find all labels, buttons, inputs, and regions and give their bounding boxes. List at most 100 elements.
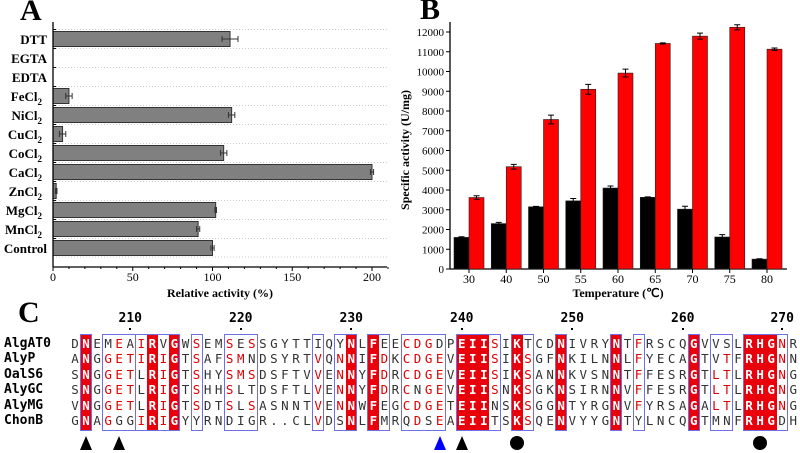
residue: N bbox=[612, 397, 621, 413]
residue: E bbox=[325, 366, 333, 382]
residue: G bbox=[601, 397, 610, 413]
residue: S bbox=[192, 382, 201, 398]
residue: A bbox=[701, 397, 709, 413]
category-label: ZnCl2 bbox=[9, 184, 43, 202]
y-tick-label: 3000 bbox=[422, 205, 445, 217]
residue: N bbox=[601, 351, 610, 367]
residue: G bbox=[767, 366, 775, 382]
residue: G bbox=[270, 336, 278, 351]
similarity-box bbox=[455, 334, 501, 431]
residue: C bbox=[402, 351, 411, 367]
residue: D bbox=[259, 382, 267, 398]
residue: T bbox=[126, 366, 135, 382]
error-bar bbox=[219, 150, 228, 156]
x-tick-label: 75 bbox=[724, 272, 736, 286]
residue: V bbox=[446, 382, 455, 398]
residue: L bbox=[734, 336, 742, 351]
residue: N bbox=[557, 397, 565, 413]
conserved-column-bg bbox=[345, 335, 357, 430]
residue: S bbox=[248, 366, 256, 382]
residue: L bbox=[623, 351, 632, 367]
residue: A bbox=[259, 397, 267, 413]
residue: L bbox=[734, 366, 742, 382]
residue: Q bbox=[535, 413, 543, 428]
residue: C bbox=[402, 336, 411, 351]
residue: I bbox=[568, 336, 577, 351]
bar-Control bbox=[52, 240, 213, 256]
residue: D bbox=[259, 366, 267, 382]
residue: R bbox=[148, 382, 157, 398]
residue: N bbox=[347, 351, 356, 367]
similarity-box bbox=[743, 334, 789, 431]
residue: T bbox=[723, 351, 731, 367]
y-tick-label: 5000 bbox=[422, 165, 445, 177]
residue: K bbox=[513, 366, 521, 382]
residue: I bbox=[358, 351, 367, 367]
residue: N bbox=[336, 397, 344, 413]
similarity-box bbox=[632, 334, 645, 431]
residue: G bbox=[535, 351, 543, 367]
x-axis-title: Relative activity (%) bbox=[167, 286, 273, 300]
residue: G bbox=[690, 336, 698, 351]
residue: I bbox=[502, 351, 510, 367]
residue: Y bbox=[281, 351, 289, 367]
residue: E bbox=[435, 351, 444, 367]
position-number: 240 bbox=[450, 311, 474, 326]
residue: L bbox=[303, 413, 311, 428]
residue: K bbox=[513, 382, 521, 398]
category-label: CuCl2 bbox=[8, 127, 43, 145]
residue: G bbox=[104, 366, 112, 382]
residue: T bbox=[701, 351, 709, 367]
residue: R bbox=[391, 413, 400, 428]
residue: I bbox=[236, 413, 245, 428]
error-bar bbox=[65, 93, 73, 99]
x-tick-label: 70 bbox=[687, 272, 699, 286]
residue: N bbox=[601, 382, 610, 398]
residue: D bbox=[380, 366, 389, 382]
residue: H bbox=[756, 366, 764, 382]
residue: E bbox=[115, 366, 123, 382]
residue: V bbox=[712, 336, 720, 351]
residue: I bbox=[159, 413, 168, 428]
residue: N bbox=[546, 366, 554, 382]
residue: E bbox=[457, 397, 466, 413]
similarity-box bbox=[555, 334, 568, 431]
residue: G bbox=[424, 366, 433, 382]
position-dot bbox=[129, 328, 132, 330]
residue: R bbox=[745, 351, 753, 367]
residue: M bbox=[712, 413, 720, 428]
x-tick-label: 55 bbox=[575, 272, 587, 286]
category-label: MgCl2 bbox=[6, 203, 43, 221]
residue: D bbox=[546, 336, 554, 351]
residue: F bbox=[634, 382, 643, 398]
residue: G bbox=[535, 397, 543, 413]
residue: E bbox=[435, 366, 444, 382]
residue: S bbox=[491, 382, 499, 398]
residue: N bbox=[347, 397, 356, 413]
residue: C bbox=[535, 336, 543, 351]
residue: H bbox=[214, 382, 223, 398]
residue: G bbox=[767, 397, 775, 413]
residue: D bbox=[259, 351, 267, 367]
bar-55-series2 bbox=[580, 88, 597, 270]
residue: C bbox=[402, 366, 411, 382]
residue: Y bbox=[579, 413, 588, 428]
subscript: 2 bbox=[38, 230, 43, 240]
bar-30-series2 bbox=[468, 197, 485, 270]
bar-65-series1 bbox=[639, 197, 656, 270]
residue: E bbox=[380, 336, 389, 351]
subscript: 2 bbox=[38, 211, 43, 221]
panel-label-b: B bbox=[420, 0, 441, 26]
residue: R bbox=[745, 382, 753, 398]
residue: N bbox=[82, 366, 90, 382]
residue: N bbox=[778, 382, 786, 398]
residue: L bbox=[712, 397, 720, 413]
residue: S bbox=[491, 336, 499, 351]
similarity-box bbox=[367, 334, 391, 431]
error-bar bbox=[682, 205, 688, 213]
residue: S bbox=[524, 366, 532, 382]
residue: N bbox=[656, 413, 665, 428]
residue: Q bbox=[678, 413, 687, 428]
similarity-box bbox=[400, 334, 446, 431]
